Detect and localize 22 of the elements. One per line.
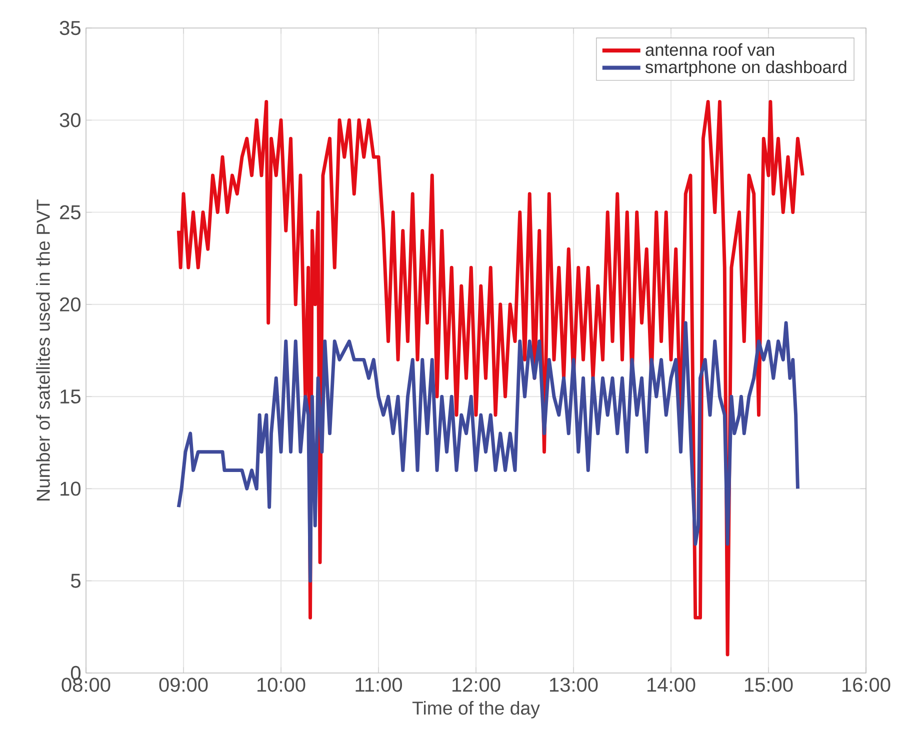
x-tick-label: 08:00 xyxy=(62,678,110,692)
legend-label: antenna roof van xyxy=(646,43,774,56)
x-axis-title: Time of the day xyxy=(412,701,540,718)
y-tick-label: 30 xyxy=(60,113,80,128)
x-tick-label: 16:00 xyxy=(842,678,890,692)
x-tick-label: 13:00 xyxy=(550,678,598,692)
x-tick-label: 09:00 xyxy=(159,678,208,692)
y-tick-label: 15 xyxy=(60,390,80,404)
line-series xyxy=(176,321,800,583)
legend-label: smartphone on dashboard xyxy=(645,60,846,77)
x-tick-label: 10:00 xyxy=(258,678,306,692)
x-tick-label: 12:00 xyxy=(452,678,500,692)
line-series xyxy=(176,100,804,656)
x-tick-label: 15:00 xyxy=(745,678,793,692)
y-tick-label: 25 xyxy=(60,205,80,220)
x-tick-label: 14:00 xyxy=(648,678,696,692)
y-axis-title: Number of satellites used in the PVT xyxy=(36,199,50,500)
y-tick-label: 20 xyxy=(60,297,80,312)
y-tick-label: 5 xyxy=(70,574,80,588)
y-tick-label: 10 xyxy=(60,482,80,496)
y-tick-label: 35 xyxy=(60,20,80,36)
x-tick-label: 11:00 xyxy=(356,678,402,692)
